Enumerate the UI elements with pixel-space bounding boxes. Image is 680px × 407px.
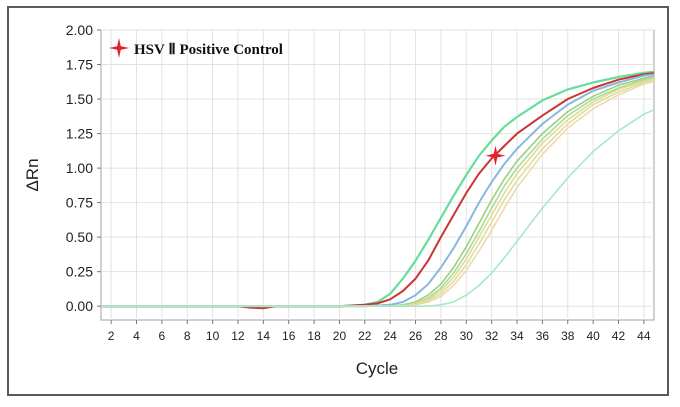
x-tick-label: 28	[434, 329, 448, 343]
y-tick-label: 1.25	[66, 126, 93, 142]
x-tick-label: 44	[637, 329, 651, 343]
series-line-8	[101, 80, 654, 307]
x-tick-label: 22	[358, 329, 372, 343]
legend-label: HSV Ⅱ Positive Control	[134, 42, 283, 58]
x-tick-labels: 2 4 6 8 10 12 14 16 18 20 22 24 26 28 30 32 34 36 38 40 42 44	[108, 320, 651, 343]
series-line-3	[101, 73, 654, 308]
y-axis-title: ΔRn	[23, 158, 42, 191]
y-tick-label: 0.75	[66, 195, 93, 211]
legend: HSV Ⅱ Positive Control	[109, 38, 283, 58]
series-line-6	[101, 78, 654, 307]
y-tick-labels: 0.00 0.25 0.50 0.75 1.00 1.25 1.50 1.75 2.00	[66, 22, 101, 314]
y-tick-label: 1.00	[66, 160, 93, 176]
x-tick-label: 24	[384, 329, 398, 343]
y-tick-label: 1.75	[66, 57, 93, 73]
x-tick-label: 10	[206, 329, 220, 343]
x-tick-label: 4	[133, 329, 140, 343]
x-tick-label: 36	[536, 329, 550, 343]
x-tick-label: 8	[184, 329, 191, 343]
x-tick-label: 42	[612, 329, 626, 343]
y-tick-label: 0.50	[66, 229, 93, 245]
series-line-4	[101, 75, 654, 307]
x-tick-label: 34	[510, 329, 524, 343]
x-tick-label: 18	[307, 329, 321, 343]
series-line-7	[101, 79, 654, 307]
x-tick-label: 38	[561, 329, 575, 343]
x-tick-label: 6	[159, 329, 166, 343]
x-tick-label: 32	[485, 329, 499, 343]
x-tick-label: 16	[282, 329, 296, 343]
x-axis-title: Cycle	[356, 359, 399, 378]
y-tick-label: 1.50	[66, 91, 93, 107]
x-tick-label: 20	[333, 329, 347, 343]
x-tick-label: 14	[257, 329, 271, 343]
y-tick-label: 0.25	[66, 264, 93, 280]
series-lines	[101, 70, 654, 310]
x-tick-label: 30	[460, 329, 474, 343]
grid	[101, 29, 654, 320]
legend-star-icon	[109, 38, 129, 58]
y-tick-label: 0.00	[66, 298, 93, 314]
x-tick-label: 40	[586, 329, 600, 343]
positive-control-star-marker	[485, 145, 506, 166]
marker-layer	[485, 145, 506, 166]
x-tick-label: 2	[108, 329, 115, 343]
series-line-1	[101, 70, 654, 308]
x-tick-label: 26	[409, 329, 423, 343]
y-tick-label: 2.00	[66, 22, 93, 38]
series-line-9	[101, 108, 654, 307]
x-tick-label: 12	[231, 329, 245, 343]
